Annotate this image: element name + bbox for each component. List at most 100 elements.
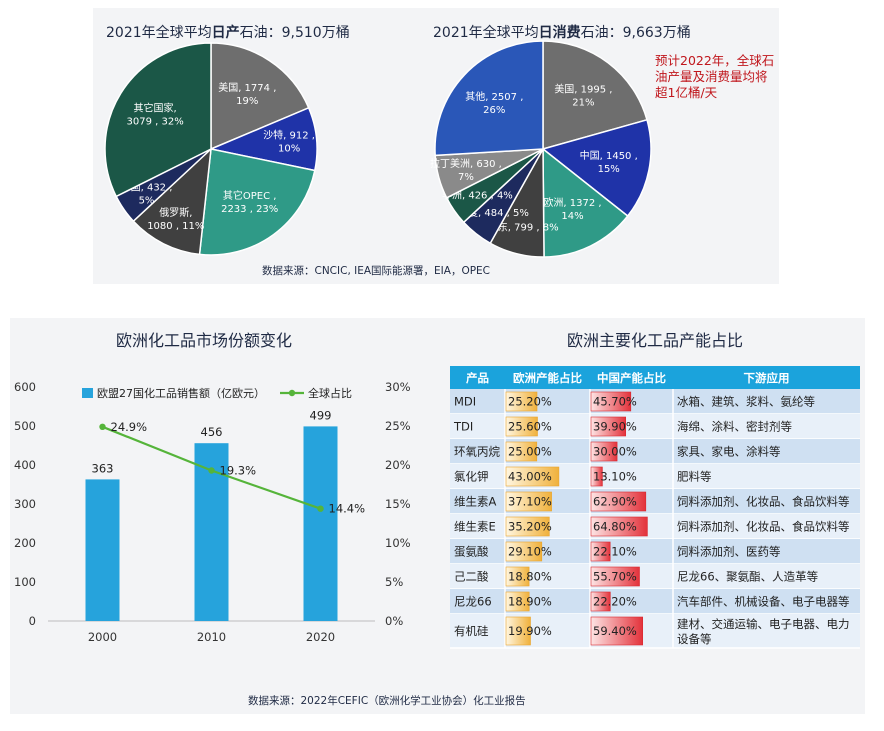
table-cell-product-2: 环氧丙烷 xyxy=(454,445,500,459)
table-cell-cn-1: 39.90% xyxy=(593,420,637,434)
table-cell-use-6: 饲料添加剂、医药等 xyxy=(677,545,781,559)
table-cell-product-6: 蛋氨酸 xyxy=(454,545,489,559)
consumption-pie-label-value-7: 26% xyxy=(483,105,505,116)
table-cell-product-1: TDI xyxy=(453,420,473,434)
consumption-pie-label-value-1: 15% xyxy=(598,164,620,175)
table-header-cell-3: 下游应用 xyxy=(744,371,790,385)
table-header-cell-0: 产品 xyxy=(466,371,489,385)
table-cell-eu-6: 29.10% xyxy=(508,545,552,559)
table-cell-cn-5: 64.80% xyxy=(593,520,637,534)
table-cell-use-2: 家具、家电、涂料等 xyxy=(677,445,781,459)
bottom-source-note: 数据来源：2022年CEFIC（欧洲化学工业协会）化工业报告 xyxy=(248,694,526,707)
y2-tick-4: 20% xyxy=(385,458,411,472)
consumption-pie-slice-0 xyxy=(542,40,648,150)
table-cell-eu-7: 18.80% xyxy=(508,570,552,584)
table-bar-cn-7 xyxy=(590,566,640,587)
bar-label-2000: 363 xyxy=(92,461,114,475)
table-cell-use-9-1: 设备等 xyxy=(677,632,712,646)
consumption-pie-label-2: 欧洲, 1372 , xyxy=(543,197,601,209)
production-pie-label-2: 其它OPEC , xyxy=(223,189,277,202)
global-share-label-2000: 24.9% xyxy=(111,420,148,434)
table-cell-eu-8: 18.90% xyxy=(508,595,552,609)
production-pie-label-value-3: 1080 , 11% xyxy=(147,221,204,232)
table-cell-cn-9: 59.40% xyxy=(593,624,637,638)
table-cell-eu-9: 19.90% xyxy=(508,624,552,638)
production-pie-label-0: 美国, 1774 , xyxy=(218,81,276,94)
table-cell-cn-3: 13.10% xyxy=(593,470,637,484)
consumption-pie-label-3: 中东, 799 , 8% xyxy=(488,220,559,233)
forecast-note-line-3: 超1亿桶/天 xyxy=(655,85,718,100)
table-bar-cn-9 xyxy=(590,616,644,646)
table-cell-use-7: 尼龙66、聚氨酯、人造革等 xyxy=(677,570,818,584)
table-cell-use-3: 肥料等 xyxy=(677,470,712,484)
table-cell-cn-8: 22.20% xyxy=(593,595,637,609)
legend-bar-label: 欧盟27国化工品销售额（亿欧元） xyxy=(97,386,265,400)
table-bar-cn-4 xyxy=(590,491,647,512)
table-cell-eu-1: 25.60% xyxy=(508,420,552,434)
consumption-pie-slice-1 xyxy=(541,118,652,218)
table-bar-eu-9 xyxy=(505,616,531,646)
table-cell-product-7: 己二酸 xyxy=(454,570,489,584)
table-bar-eu-3 xyxy=(505,466,560,487)
table-cell-use-0: 冰箱、建筑、浆料、氨纶等 xyxy=(677,395,815,409)
table-cell-eu-4: 37.10% xyxy=(508,495,552,509)
capacity-table-title: 欧洲主要化工品产能占比 xyxy=(567,331,743,350)
y-tick-6: 600 xyxy=(14,380,36,394)
table-bar-eu-5 xyxy=(505,516,550,537)
production-pie-slice-3 xyxy=(132,147,212,256)
table-bar-eu-2 xyxy=(505,441,538,462)
production-pie-label-1: 沙特, 912 , xyxy=(263,129,315,141)
table-cell-cn-4: 62.90% xyxy=(593,495,637,509)
production-pie-chart: 美国, 1774 , 19% 沙特, 912 , 10% 其它OPEC , 2233 , … xyxy=(104,42,318,256)
legend-line-label: 全球占比 xyxy=(308,386,352,400)
table-cell-use-5: 饲料添加剂、化妆品、食品饮料等 xyxy=(677,520,850,534)
table-bar-eu-6 xyxy=(505,541,543,562)
forecast-note-line-1: 预计2022年，全球石 xyxy=(655,53,774,68)
global-share-label-2020: 14.4% xyxy=(329,502,366,516)
global-share-label-2010: 19.3% xyxy=(220,464,257,478)
table-cell-product-3: 氯化钾 xyxy=(454,470,489,484)
bar-2000 xyxy=(85,479,120,621)
table-bar-eu-1 xyxy=(505,416,538,437)
global-share-point-2020 xyxy=(317,505,324,512)
table-bar-cn-6 xyxy=(590,541,611,562)
global-share-point-2010 xyxy=(208,467,215,474)
table-cell-use-4: 饲料添加剂、化妆品、食品饮料等 xyxy=(677,495,850,509)
table-bar-cn-3 xyxy=(590,466,603,487)
y-tick-4: 400 xyxy=(14,458,36,472)
top-source-note: 数据来源：CNCIC, IEA国际能源署，EIA，OPEC xyxy=(262,264,490,277)
consumption-pie-label-5: 非洲, 426 , 4% xyxy=(442,190,513,202)
y-tick-3: 300 xyxy=(14,497,36,511)
bar-2020 xyxy=(303,426,338,621)
production-pie-label-value-5: 3079 , 32% xyxy=(126,116,183,127)
table-cell-use-9-0: 建材、交通运输、电子电器、电力 xyxy=(677,617,850,631)
forecast-note-line-2: 油产量及消费量均将 xyxy=(655,69,768,84)
table-bar-eu-0 xyxy=(505,391,538,412)
production-pie-label-value-1: 10% xyxy=(278,143,300,154)
table-cell-product-9: 有机硅 xyxy=(454,624,489,638)
table-bar-eu-7 xyxy=(505,566,530,587)
table-cell-product-0: MDI xyxy=(454,395,476,409)
production-pie-label-value-4: 5% xyxy=(139,196,155,207)
consumption-pie-label-value-2: 14% xyxy=(561,211,583,222)
consumption-pie-chart: 美国, 1995 , 21% 中国, 1450 , 15% 欧洲, 1372 , 14%中… xyxy=(430,40,652,258)
bar-label-2010: 456 xyxy=(201,425,223,439)
y2-tick-5: 25% xyxy=(385,419,411,433)
y2-tick-1: 5% xyxy=(385,575,403,589)
table-bar-eu-4 xyxy=(505,491,552,512)
table-bar-cn-5 xyxy=(590,516,648,537)
consumption-pie-label-value-6: 7% xyxy=(458,172,474,183)
y-tick-0: 0 xyxy=(29,614,36,628)
legend-line-marker xyxy=(288,389,296,397)
x-tick-2020: 2020 xyxy=(306,630,335,644)
global-share-point-2000 xyxy=(99,423,106,430)
production-pie-slice-2 xyxy=(198,148,316,256)
consumption-pie-label-0: 美国, 1995 , xyxy=(554,83,612,96)
table-cell-use-8: 汽车部件、机械设备、电子电器等 xyxy=(677,595,850,609)
consumption-pie-label-7: 其他, 2507 , xyxy=(465,90,523,103)
table-bar-cn-0 xyxy=(590,391,632,412)
table-cell-cn-2: 30.00% xyxy=(593,445,637,459)
table-header xyxy=(450,366,860,389)
table-bar-cn-1 xyxy=(590,416,627,437)
